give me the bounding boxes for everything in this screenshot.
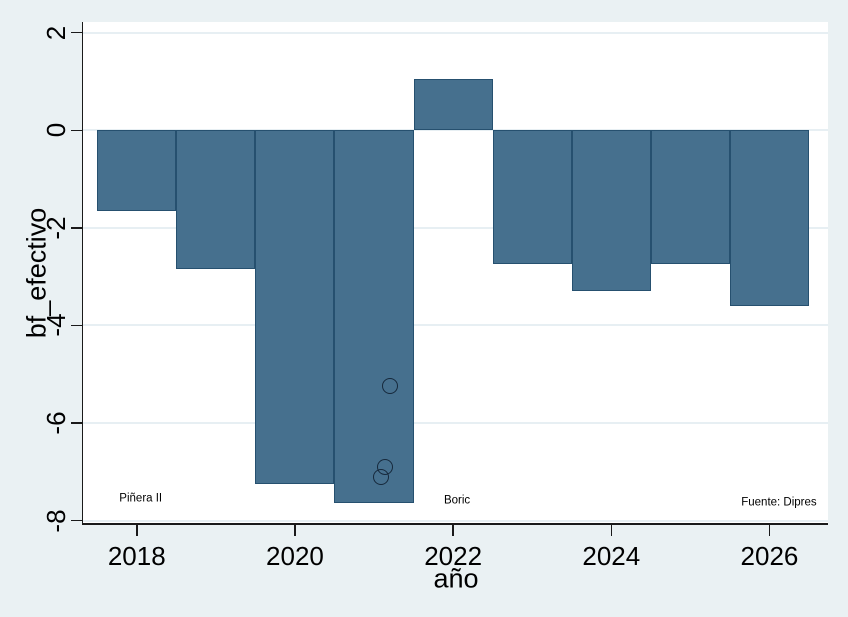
x-axis-title: año (433, 563, 479, 594)
x-tick-label: 2020 (266, 541, 324, 571)
gridline (83, 129, 828, 132)
y-tick (71, 324, 82, 327)
bar-2020 (255, 130, 335, 484)
bar-2021 (334, 130, 414, 504)
y-axis-line (81, 22, 83, 525)
marker-circle-3 (373, 468, 390, 485)
plot-area: Piñera II Boric Fuente: Dipres (83, 22, 828, 523)
y-tick (71, 227, 82, 229)
y-tick-label: -8 (41, 508, 71, 533)
y-tick (71, 129, 82, 132)
x-tick-label: 2022 (424, 541, 483, 571)
bar-2025 (650, 130, 730, 265)
bar-2024 (571, 130, 651, 292)
x-tick-label: 2018 (107, 541, 166, 571)
bar-2026 (729, 130, 809, 306)
bar-2023 (492, 130, 572, 265)
y-tick (71, 519, 82, 522)
annotation-source: Fuente: Dipres (741, 496, 817, 509)
bar-2019 (176, 130, 256, 270)
x-tick-label: 2024 (582, 541, 641, 571)
gridline (83, 421, 828, 424)
y-tick-label: -6 (41, 411, 71, 435)
x-tick (768, 524, 771, 536)
marker-circle-1 (381, 378, 398, 395)
y-tick (71, 31, 82, 34)
y-tick-label: -4 (41, 313, 71, 337)
gridline (83, 31, 828, 34)
bar-2018 (97, 130, 177, 211)
annotation-boric: Boric (443, 494, 471, 507)
x-tick (610, 524, 613, 536)
gridline (83, 519, 828, 522)
x-axis-line (81, 523, 828, 525)
bar-2022 (413, 79, 493, 131)
y-tick (71, 422, 82, 424)
x-tick (136, 524, 138, 536)
gridline (83, 324, 828, 327)
annotation-pinera: Piñera II (119, 491, 163, 504)
x-tick-label: 2026 (740, 541, 799, 571)
y-tick-label: 2 (41, 25, 71, 40)
gridline (83, 226, 828, 229)
y-tick-label: -2 (41, 216, 71, 240)
x-tick (452, 524, 454, 536)
y-tick-label: 0 (41, 123, 71, 138)
x-tick (294, 524, 296, 536)
